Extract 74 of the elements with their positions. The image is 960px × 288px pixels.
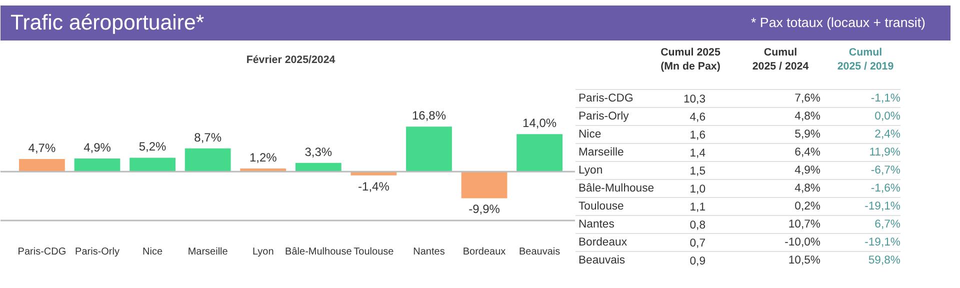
category-label: Paris-Orly: [578, 110, 629, 122]
x-tick-label: Bâle-Mulhouse: [285, 246, 352, 258]
data-label: -9,9%: [468, 202, 500, 216]
data-label: 3,3%: [304, 144, 332, 159]
x-tick-label: Paris-Orly: [75, 246, 120, 258]
text: 4,9%: [794, 164, 821, 176]
category-label: Marseille: [578, 146, 624, 158]
text: 1,4: [690, 148, 706, 160]
x-tick-label: Toulouse: [354, 246, 394, 258]
category-label: Bordeaux: [578, 236, 627, 248]
text: 4,6: [690, 112, 706, 124]
data-label: 16,8%: [412, 108, 446, 123]
category-label: Bâle-Mulhouse: [578, 182, 654, 194]
text: -1,6%: [870, 182, 900, 194]
x-tick-label: Lyon: [252, 246, 274, 258]
text: -1,1%: [870, 92, 900, 104]
text: 59,8%: [868, 254, 901, 266]
text: 0,8: [690, 220, 706, 232]
bar: [19, 159, 65, 172]
data-label: -1,4%: [358, 179, 390, 194]
text: -10,0%: [784, 236, 821, 248]
bar: [406, 126, 452, 172]
text: 6,4%: [794, 146, 821, 158]
category-label: Lyon: [578, 164, 603, 176]
text: 10,5%: [788, 254, 821, 266]
category-label: Toulouse: [578, 200, 624, 212]
text: 0,9: [690, 256, 706, 268]
category-label: Cumul 2025 / 2019: [837, 46, 894, 73]
text: 0,7: [690, 238, 706, 250]
x-tick-label: Marseille: [188, 246, 228, 258]
text: 1,0: [690, 184, 706, 196]
text: 4,8%: [794, 110, 821, 122]
text: 10,3: [683, 94, 706, 106]
text: * Pax totaux (locaux + transit): [751, 15, 926, 30]
bar: [516, 134, 563, 172]
text: 1,6: [690, 130, 706, 142]
data-label: 14,0%: [522, 116, 557, 130]
data-label: 8,7%: [194, 130, 222, 144]
text: 0,0%: [874, 110, 901, 122]
text: 1,5: [690, 166, 706, 178]
text: 10,7%: [788, 218, 821, 230]
category-label: Nantes: [578, 218, 614, 230]
text: -19,1%: [864, 236, 901, 248]
x-tick-label: Nice: [142, 246, 163, 258]
bar: [461, 172, 508, 198]
text: -19,1%: [864, 200, 901, 212]
bar: [184, 148, 231, 172]
text: 2,4%: [874, 128, 901, 140]
data-label: 5,2%: [138, 140, 167, 154]
bar: [74, 158, 120, 172]
text: 6,7%: [874, 218, 901, 230]
category-label: Nice: [578, 128, 602, 140]
bar: [130, 158, 176, 172]
text: -6,7%: [870, 164, 900, 176]
text: 4,8%: [794, 182, 821, 194]
text: 1,1: [690, 202, 706, 214]
data-label: 1,2%: [249, 150, 278, 164]
x-tick-label: Nantes: [413, 246, 445, 258]
x-tick-label: Beauvais: [518, 246, 560, 258]
category-label: Beauvais: [578, 254, 626, 266]
chart-title: Février 2025/2024: [246, 54, 336, 66]
x-tick-label: Bordeaux: [462, 246, 506, 258]
text: 11,9%: [869, 146, 900, 158]
data-label: 4,9%: [84, 140, 112, 155]
text: 0,2%: [794, 200, 821, 212]
category-label: Cumul 2025 (Mn de Pax): [660, 46, 721, 73]
category-label: Paris-CDG: [578, 92, 634, 104]
category-label: Cumul 2025 / 2024: [752, 46, 809, 73]
text: Trafic aéroportuaire*: [10, 10, 204, 34]
data-label: 4,7%: [28, 141, 56, 156]
text: 5,9%: [794, 128, 821, 140]
x-tick-label: Paris-CDG: [18, 246, 66, 258]
text: 7,6%: [794, 92, 821, 104]
bar: [295, 162, 342, 172]
